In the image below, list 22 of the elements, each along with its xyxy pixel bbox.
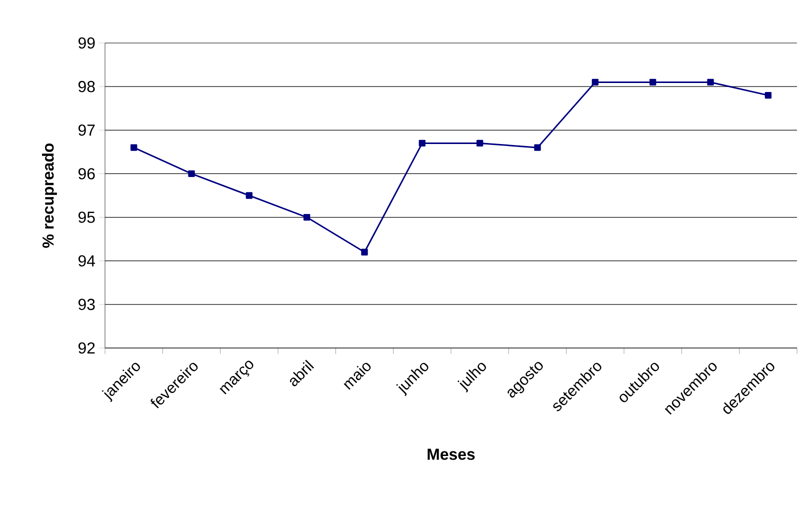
point xyxy=(303,214,310,221)
point xyxy=(361,248,368,256)
y-tick-label: 99 xyxy=(78,37,95,49)
y-tick-label: 98 xyxy=(78,80,95,92)
point xyxy=(764,92,772,99)
x-axis-title: Meses xyxy=(428,448,475,460)
point xyxy=(246,192,253,199)
y-tick-label: 93 xyxy=(78,298,95,310)
y-tick-label: 92 xyxy=(78,342,95,354)
point xyxy=(534,144,541,151)
y-tick-label: 95 xyxy=(78,212,95,223)
point xyxy=(592,78,599,86)
point xyxy=(476,140,484,147)
point xyxy=(418,140,426,147)
y-tick-label: 94 xyxy=(78,255,96,266)
point xyxy=(707,78,714,86)
point xyxy=(650,78,656,86)
point xyxy=(130,144,138,151)
point xyxy=(188,170,195,178)
y-axis-title: % recupreado xyxy=(42,143,57,248)
y-tick-label: 97 xyxy=(78,124,95,136)
y-tick-label: 96 xyxy=(78,168,95,180)
